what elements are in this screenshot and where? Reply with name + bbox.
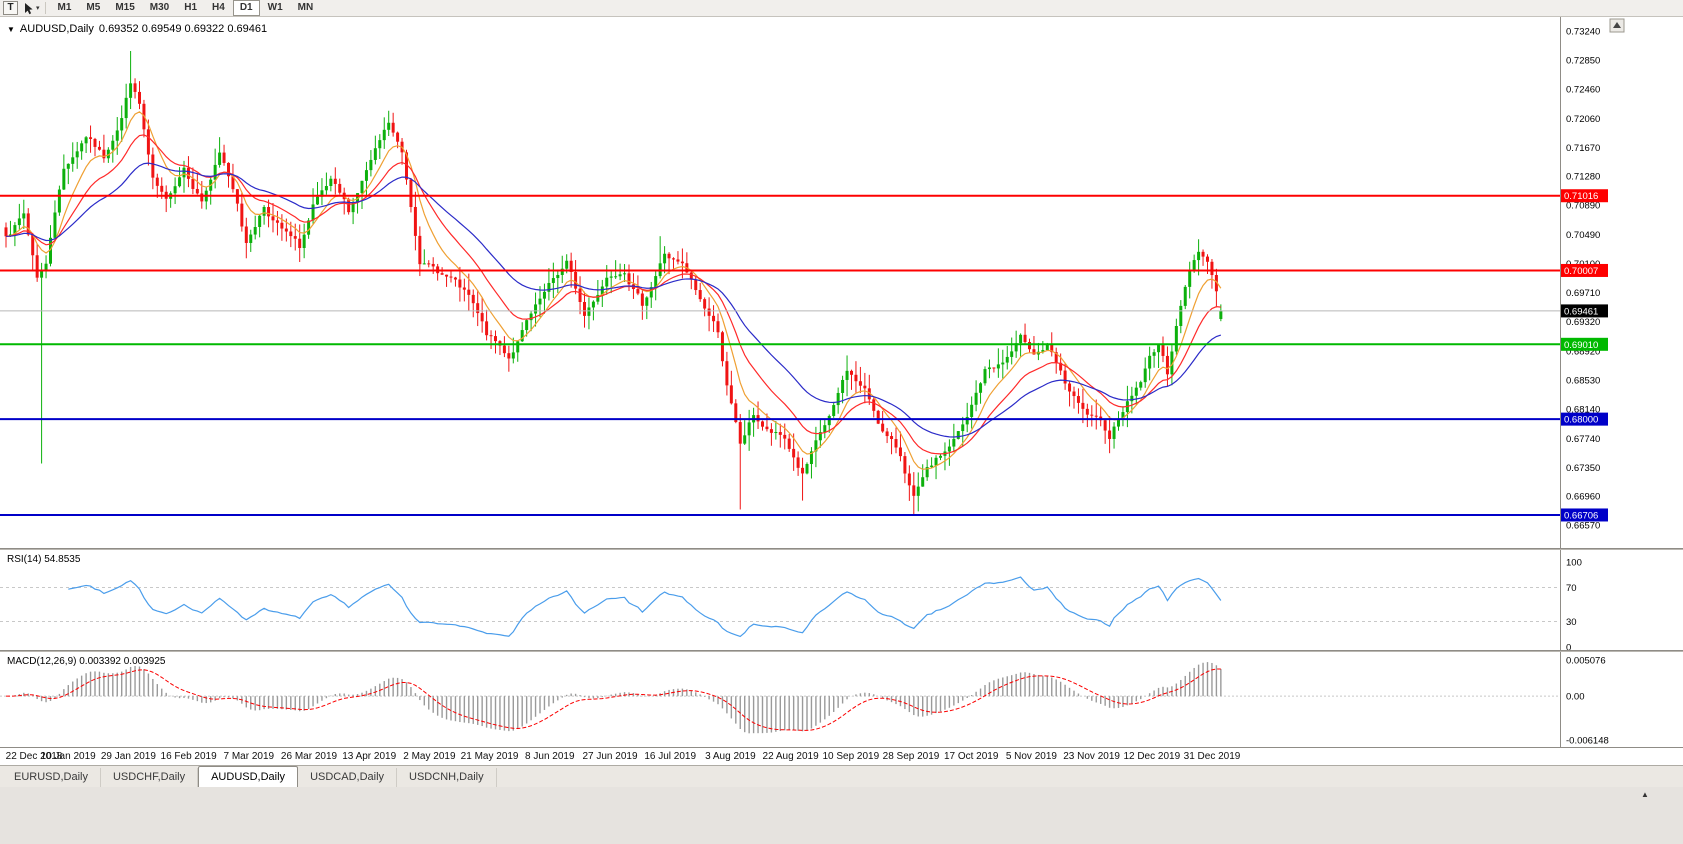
time-axis-label: 13 Apr 2019 (342, 751, 397, 762)
svg-text:-0.006148: -0.006148 (1566, 736, 1609, 747)
svg-text:0.72460: 0.72460 (1566, 84, 1600, 95)
chart-tab-usdcnh[interactable]: USDCNH,Daily (397, 768, 497, 787)
time-axis-label: 12 Dec 2019 (1123, 751, 1181, 762)
timeframe-toolbar: T ▾ M1 M5 M15 M30 H1 H4 D1 W1 MN (0, 0, 1683, 17)
svg-text:0.68920: 0.68920 (1566, 346, 1600, 357)
svg-text:30: 30 (1566, 617, 1577, 628)
chart-ohlc-values: 0.69352 0.69549 0.69322 0.69461 (98, 23, 268, 35)
time-axis-label: 27 Jun 2019 (582, 751, 638, 762)
timeframe-button-w1[interactable]: W1 (267, 2, 283, 13)
svg-text:0.68140: 0.68140 (1566, 404, 1600, 415)
chart-tab-usdcad[interactable]: USDCAD,Daily (298, 768, 398, 787)
cursor-tool-button[interactable]: ▾ (22, 1, 40, 15)
timeframe-button-m30[interactable]: M30 (149, 2, 170, 13)
svg-text:0.69710: 0.69710 (1566, 288, 1600, 299)
time-axis-label: 22 Dec 2018 (5, 751, 63, 762)
chart-scroll-up-button[interactable] (1609, 18, 1625, 33)
time-axis-label: 16 Feb 2019 (160, 751, 217, 762)
price-pane[interactable]: 0.73240 0.72850 0.72460 0.72060 0.71670 0.712… (0, 17, 1683, 548)
time-axis-label: 26 Mar 2019 (280, 751, 338, 762)
svg-text:0.69320: 0.69320 (1566, 317, 1600, 328)
chart-symbol-label: AUDUSD,Daily (19, 23, 94, 35)
svg-text:0.66570: 0.66570 (1566, 521, 1600, 532)
macd-label: MACD(12,26,9) 0.003392 0.003925 (7, 656, 166, 667)
pane-splitter-rsi[interactable] (0, 548, 1683, 550)
chart-tab-usdchf[interactable]: USDCHF,Daily (101, 768, 199, 787)
chart-title: ▼ AUDUSD,Daily 0.69352 0.69549 0.69322 0… (7, 23, 267, 35)
timeframe-button-d1[interactable]: D1 (232, 0, 260, 16)
svg-text:0.70490: 0.70490 (1566, 230, 1600, 241)
rsi-pane[interactable]: 100 70 30 0 RSI(14) 54.8535 (0, 550, 1683, 650)
time-axis-label: 7 Mar 2019 (223, 751, 275, 762)
timeframe-buttons: M1 M5 M15 M30 H1 H4 D1 W1 MN (51, 0, 321, 16)
timeframe-button-m1[interactable]: M1 (57, 2, 72, 13)
price-chart-canvas[interactable]: 0.73240 0.72850 0.72460 0.72060 0.71670 0.712… (0, 17, 1683, 548)
time-axis[interactable]: 22 Dec 2018 10 Jan 2019 29 Jan 2019 16 Feb … (0, 747, 1683, 765)
timeframe-button-h4[interactable]: H4 (212, 2, 225, 13)
svg-text:0: 0 (1566, 643, 1571, 651)
svg-text:0.71670: 0.71670 (1566, 143, 1600, 154)
svg-text:0.68530: 0.68530 (1566, 375, 1600, 386)
time-axis-label: 17 Oct 2019 (943, 751, 999, 762)
time-axis-label: 8 Jun 2019 (525, 751, 575, 762)
t-tool-button[interactable]: T (3, 1, 18, 15)
svg-text:70: 70 (1566, 583, 1577, 594)
time-axis-label: 16 Jul 2019 (644, 751, 697, 762)
svg-text:0.72850: 0.72850 (1566, 55, 1600, 66)
time-axis-label: 2 May 2019 (403, 751, 456, 762)
svg-text:0.72060: 0.72060 (1566, 114, 1600, 125)
tabs-scroll-icon[interactable]: ▲ (1641, 790, 1649, 799)
time-axis-label: 3 Aug 2019 (705, 751, 756, 762)
time-axis-label: 23 Nov 2019 (1063, 751, 1120, 762)
macd-chart-canvas[interactable]: 0.005076 0.00 -0.006148 (0, 652, 1683, 747)
svg-text:0.66706: 0.66706 (1564, 510, 1598, 521)
rsi-label: RSI(14) 54.8535 (7, 554, 81, 565)
svg-text:0.67350: 0.67350 (1566, 463, 1600, 474)
chart-tabs-bar: EURUSD,Daily USDCHF,Daily AUDUSD,Daily USDC… (0, 765, 1683, 787)
timeframe-button-mn[interactable]: MN (297, 2, 314, 13)
svg-text:0.70007: 0.70007 (1564, 266, 1598, 277)
chart-tab-audusd[interactable]: AUDUSD,Daily (198, 766, 299, 787)
time-axis-label: 5 Nov 2019 (1005, 751, 1057, 762)
svg-text:0.67740: 0.67740 (1566, 434, 1600, 445)
svg-text:0.00: 0.00 (1566, 692, 1585, 703)
chart-tab-eurusd[interactable]: EURUSD,Daily (2, 768, 101, 787)
status-area (0, 787, 1683, 844)
svg-text:0.70890: 0.70890 (1566, 201, 1600, 212)
time-axis-label: 10 Jan 2019 (40, 751, 96, 762)
time-axis-label: 22 Aug 2019 (762, 751, 819, 762)
timeframe-button-h1[interactable]: H1 (184, 2, 198, 13)
svg-text:0.73240: 0.73240 (1566, 27, 1600, 38)
dropdown-arrow-icon: ▾ (36, 5, 40, 12)
svg-text:0.71016: 0.71016 (1564, 191, 1598, 202)
svg-text:0.66960: 0.66960 (1566, 492, 1600, 503)
timeframe-button-m15[interactable]: M15 (115, 2, 135, 13)
time-axis-label: 10 Sep 2019 (822, 751, 880, 762)
time-axis-label: 29 Jan 2019 (100, 751, 156, 762)
cursor-icon (25, 2, 33, 14)
svg-text:0.68000: 0.68000 (1564, 415, 1598, 426)
toolbar-separator (44, 2, 46, 14)
svg-text:0.005076: 0.005076 (1566, 656, 1606, 667)
time-axis-label: 21 May 2019 (460, 751, 519, 762)
rsi-chart-canvas[interactable]: 100 70 30 0 (0, 550, 1683, 650)
svg-text:100: 100 (1566, 558, 1582, 569)
svg-text:0.71280: 0.71280 (1566, 172, 1600, 183)
timeframe-button-m5[interactable]: M5 (86, 2, 101, 13)
macd-pane[interactable]: 0.005076 0.00 -0.006148 MACD(12,26,9) 0.00… (0, 652, 1683, 747)
pane-splitter-macd[interactable] (0, 650, 1683, 652)
time-axis-label: 28 Sep 2019 (882, 751, 940, 762)
chart-menu-icon[interactable]: ▼ (7, 24, 15, 34)
svg-text:0.69461: 0.69461 (1564, 306, 1598, 317)
time-axis-label: 31 Dec 2019 (1183, 751, 1241, 762)
svg-text:0.69010: 0.69010 (1564, 340, 1598, 351)
